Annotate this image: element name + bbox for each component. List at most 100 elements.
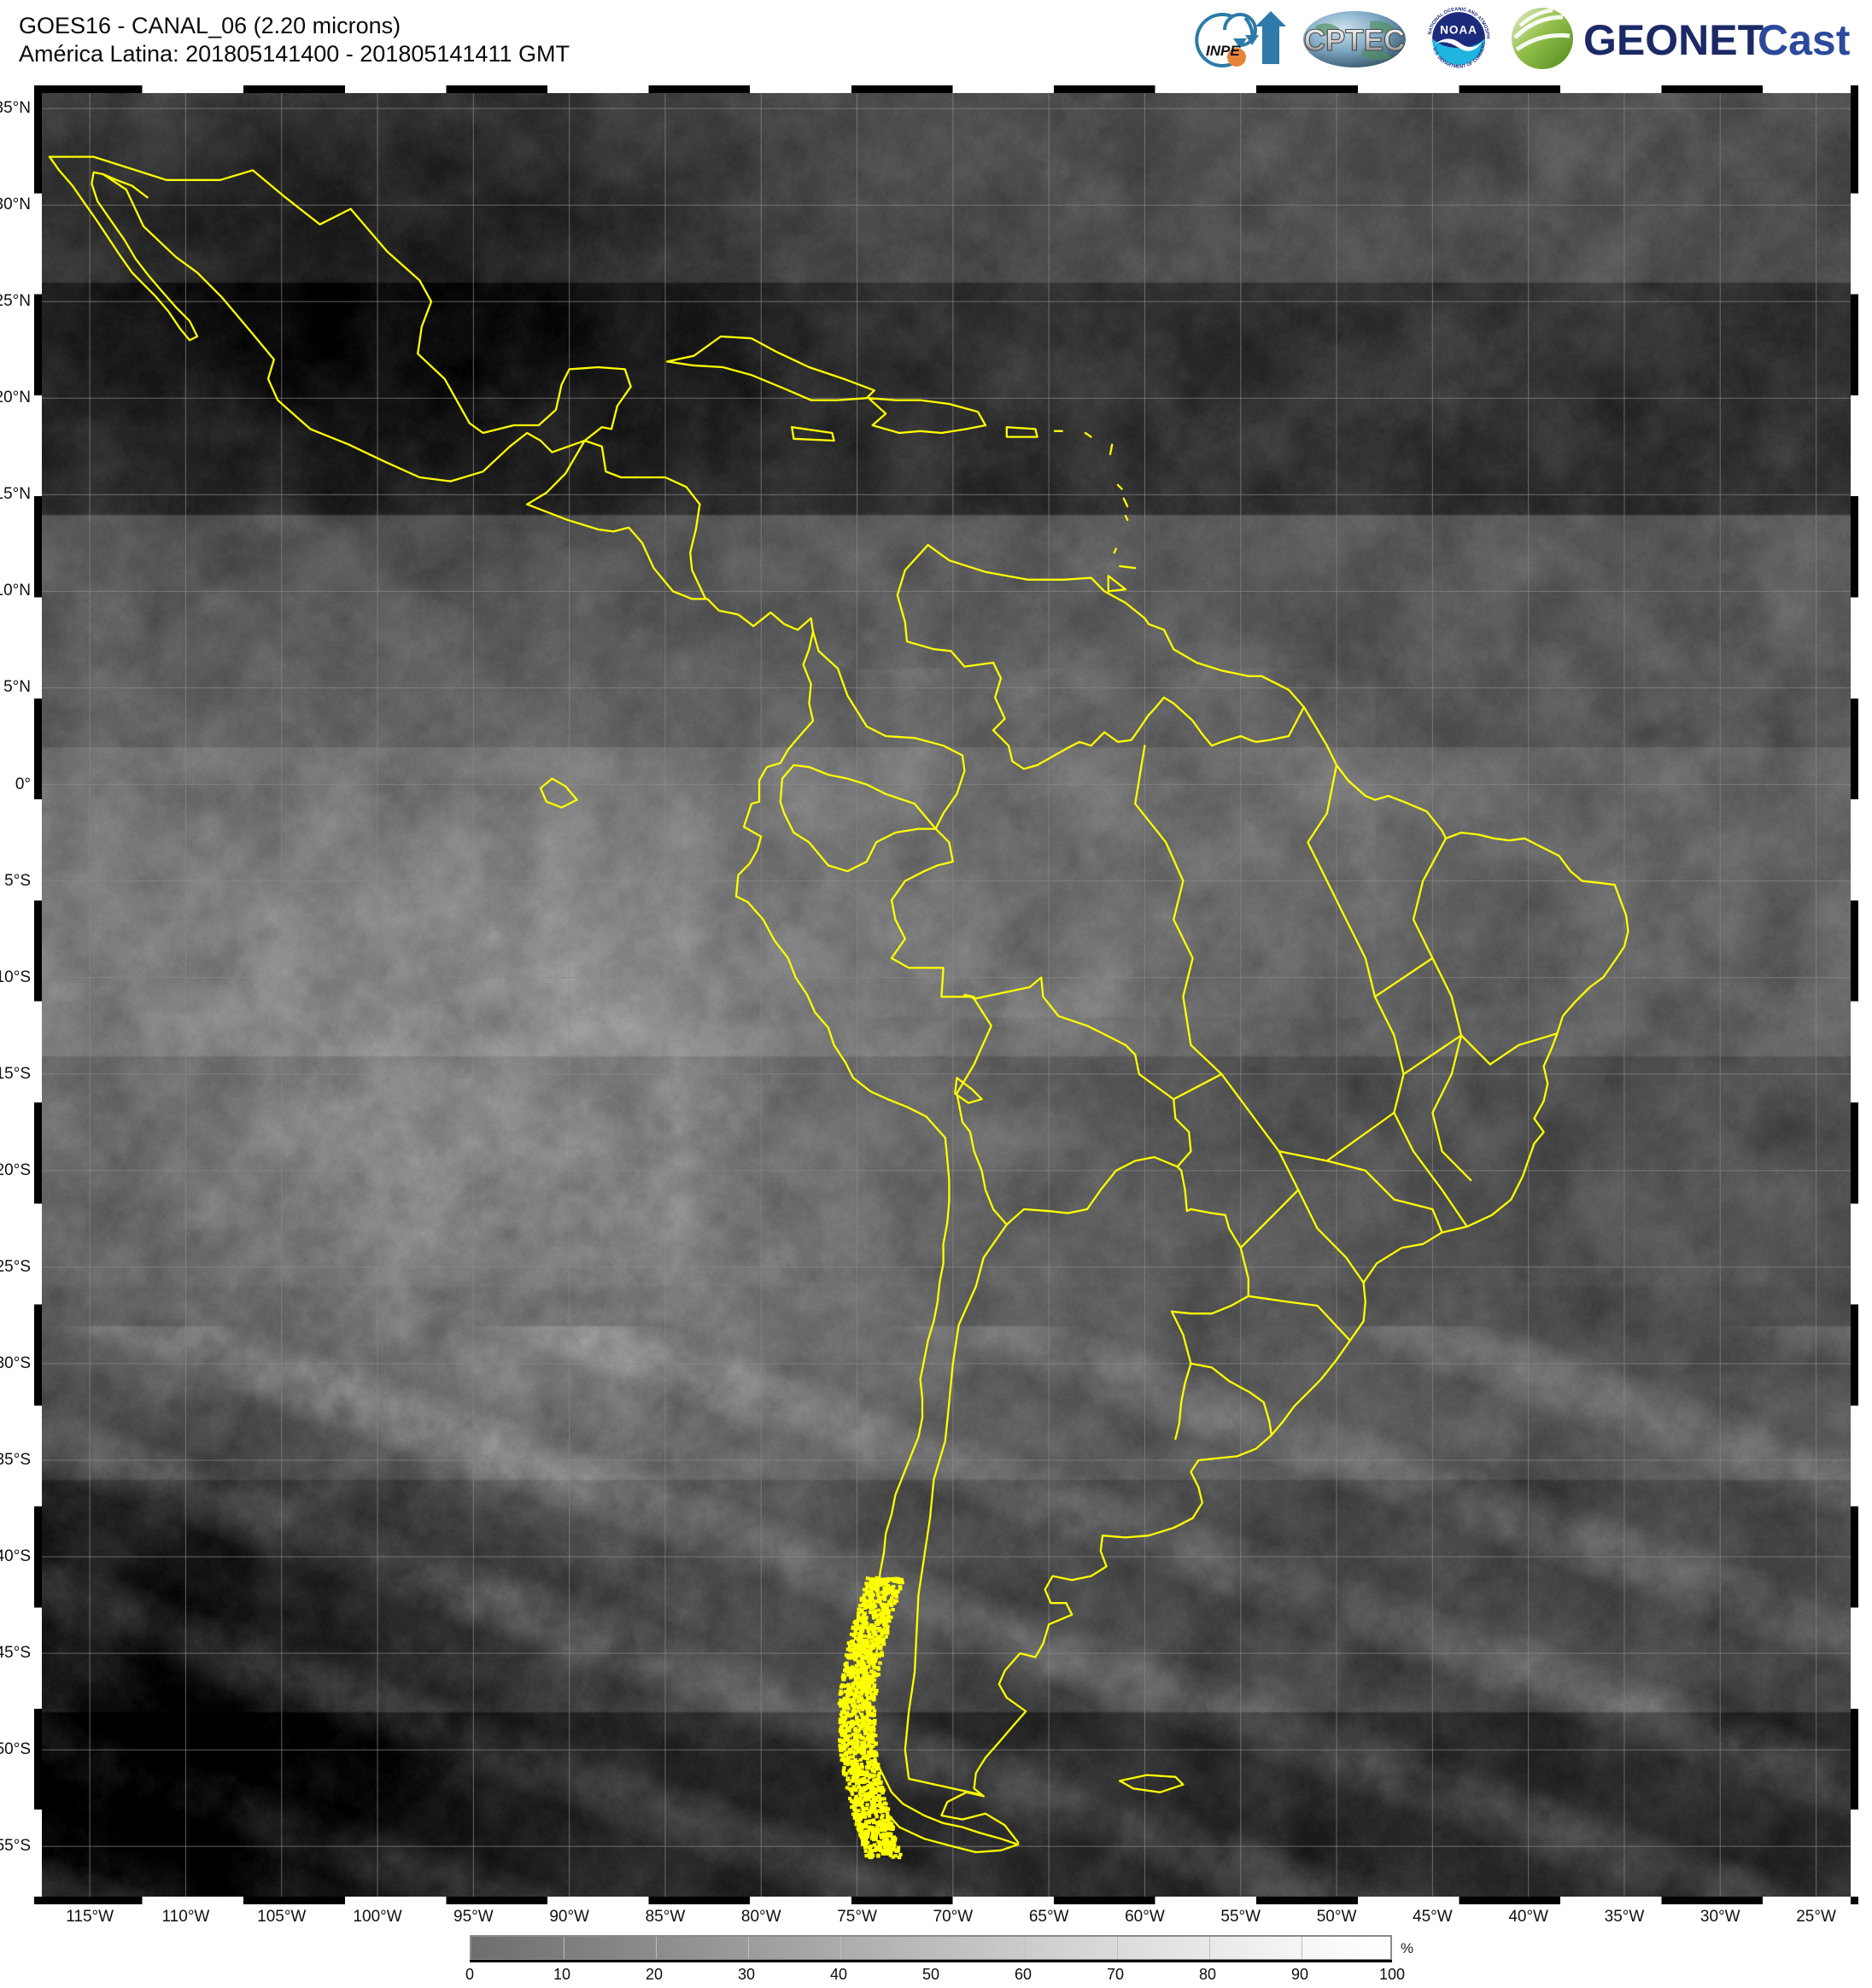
fjord-speckle [881, 1637, 885, 1640]
map-outline [1461, 1033, 1557, 1064]
fjord-speckle [848, 1734, 851, 1738]
fjord-speckle [873, 1678, 876, 1681]
fjord-speckle [856, 1700, 859, 1704]
fjord-speckle [860, 1650, 863, 1653]
fjord-speckle [877, 1596, 880, 1599]
fjord-speckle [867, 1740, 870, 1744]
fjord-speckle [886, 1820, 890, 1823]
map-outline [1135, 746, 1221, 1074]
fjord-speckle [861, 1604, 864, 1607]
map-outline [1120, 1775, 1183, 1792]
map-outline [1114, 549, 1116, 553]
colorbar-divider [748, 1937, 749, 1959]
fjord-speckle [876, 1855, 880, 1858]
fjord-speckle [855, 1643, 858, 1646]
map-outline [892, 829, 976, 999]
fjord-speckle [857, 1769, 861, 1773]
map-outline [956, 999, 991, 1123]
fjord-speckle [877, 1581, 880, 1584]
map-vector-overlay [42, 93, 1851, 1897]
map-outline [1118, 485, 1122, 489]
fjord-speckle [866, 1792, 869, 1796]
map-outline [962, 1122, 1190, 1225]
fjord-speckle [853, 1816, 857, 1820]
fjord-speckle [883, 1597, 886, 1600]
fjord-speckle [885, 1838, 888, 1841]
fjord-speckle [841, 1683, 845, 1687]
fjord-speckle [896, 1580, 899, 1583]
fjord-speckle [850, 1799, 853, 1803]
fjord-speckle [875, 1845, 878, 1849]
fjord-speckle [873, 1610, 876, 1613]
fjord-speckle [869, 1688, 873, 1692]
fjord-speckle [864, 1700, 868, 1704]
lon-tick-label: 50°W [1317, 1908, 1357, 1927]
fjord-speckle [858, 1635, 862, 1639]
lat-tick-label: 35°N [0, 99, 31, 118]
fjord-speckle [854, 1728, 857, 1732]
lat-tick-label: 20°S [0, 1161, 31, 1180]
map-outline [667, 336, 875, 401]
lon-tick-label: 115°W [66, 1908, 114, 1927]
fjord-speckle [861, 1701, 864, 1704]
satellite-imagery [42, 93, 1851, 1897]
map-outline [1298, 1190, 1363, 1283]
colorbar-divider [1117, 1937, 1118, 1959]
fjord-speckle [868, 1761, 871, 1764]
lat-tick-label: 10°N [0, 582, 31, 600]
fjord-speckle [867, 1719, 870, 1722]
fjord-speckle [872, 1774, 875, 1777]
fjord-speckle [842, 1766, 845, 1769]
fjord-speckle [882, 1797, 886, 1800]
lon-tick-label: 90°W [549, 1908, 589, 1927]
fjord-speckle [861, 1777, 864, 1780]
fjord-speckle [856, 1651, 859, 1654]
lon-tick-label: 40°W [1508, 1908, 1548, 1927]
fjord-speckle [869, 1659, 872, 1663]
fjord-speckle [886, 1606, 889, 1610]
fjord-speckle [874, 1605, 877, 1608]
fjord-speckle [880, 1614, 883, 1617]
fjord-speckle [857, 1719, 860, 1722]
fjord-speckle [870, 1783, 874, 1786]
fjord-speckle [871, 1646, 875, 1650]
lat-tick-label: 30°N [0, 196, 31, 214]
fjord-speckle [873, 1683, 876, 1687]
fjord-speckle [864, 1673, 868, 1676]
fjord-speckle [870, 1800, 874, 1804]
fjord-speckle [852, 1776, 856, 1780]
fjord-speckle [845, 1704, 848, 1707]
satellite-map[interactable] [34, 85, 1858, 1904]
noaa-logo: NOAA NATIONAL OCEANIC AND ATMOSPHERIC AD… [1421, 4, 1496, 73]
fjord-speckle [869, 1714, 873, 1717]
map-outline [941, 1435, 1271, 1843]
fjord-speckle [892, 1826, 895, 1829]
fjord-speckle [886, 1627, 889, 1630]
fjord-speckle [871, 1734, 875, 1737]
fjord-speckle [851, 1720, 854, 1723]
fjord-speckle [864, 1665, 868, 1669]
fjord-speckle [862, 1716, 865, 1719]
lon-tick-label: 35°W [1605, 1908, 1645, 1927]
colorbar-tick-label: 90 [1291, 1966, 1308, 1984]
fjord-speckle [886, 1811, 889, 1815]
fjord-speckle [855, 1822, 858, 1826]
fjord-speckle [866, 1841, 869, 1845]
fjord-speckle [839, 1740, 842, 1743]
fjord-speckle [876, 1666, 880, 1669]
map-outline [1109, 576, 1126, 591]
fjord-speckle [862, 1788, 865, 1792]
lat-tick-label: 25°S [0, 1258, 31, 1277]
fjord-speckle [869, 1852, 872, 1856]
colorbar-tick-label: 80 [1199, 1966, 1216, 1984]
fjord-speckle [855, 1681, 858, 1684]
colorbar-gradient [470, 1935, 1392, 1961]
fjord-speckle [886, 1603, 890, 1606]
map-frame [34, 85, 1858, 1904]
fjord-speckle [855, 1716, 858, 1719]
fjord-speckle [886, 1591, 890, 1594]
fjord-speckle [870, 1804, 874, 1807]
page-subtitle: América Latina: 201805141400 - 201805141… [19, 40, 570, 68]
map-outline [50, 157, 197, 341]
fjord-speckle [863, 1600, 866, 1604]
